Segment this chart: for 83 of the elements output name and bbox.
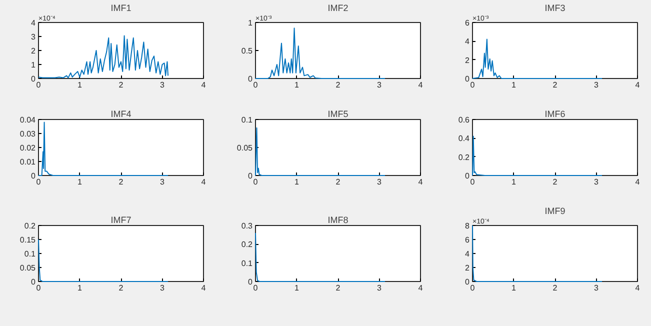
y-tick-label: 0.2	[24, 222, 36, 230]
x-tick-label: 2	[118, 80, 124, 90]
y-tick-label: 0.3	[241, 222, 254, 230]
x-tick-label: 2	[336, 80, 341, 90]
x-tick-label: 3	[377, 80, 382, 90]
chart-title: IMF7	[110, 215, 132, 225]
y-tick-label: 2	[31, 46, 36, 56]
y-tick-label: 0.02	[20, 144, 36, 152]
x-tick-label: 3	[594, 178, 600, 186]
y-tick-label: 3	[31, 32, 36, 42]
y-tick-label: 0.5	[241, 46, 254, 56]
x-tick-label: 1	[294, 80, 300, 90]
y-tick-label: 0	[248, 172, 254, 180]
x-tick-label: 2	[118, 178, 124, 186]
x-tick-label: 3	[377, 284, 382, 292]
y-tick-label: 0.03	[20, 130, 36, 138]
y-tick-label: 0	[465, 278, 470, 286]
chart-title: IMF6	[544, 109, 566, 119]
x-tick-label: 4	[635, 284, 640, 292]
y-tick-label: 0.05	[20, 264, 36, 272]
y-tick-label: 2	[465, 56, 470, 65]
x-tick-label: 2	[336, 178, 341, 186]
x-tick-label: 4	[201, 178, 206, 186]
x-tick-label: 4	[201, 284, 206, 292]
x-tick-label: 4	[418, 284, 424, 292]
x-tick-label: 1	[294, 284, 300, 292]
x-tick-label: 1	[512, 80, 517, 90]
x-tick-label: 2	[552, 178, 558, 186]
chart-title: IMF8	[328, 215, 348, 225]
y-tick-label: 0.2	[458, 152, 470, 162]
y-tick-label: 0	[465, 74, 470, 84]
y-tick-label: 0.1	[24, 250, 36, 258]
chart-title: IMF4	[110, 109, 132, 119]
x-tick-label: 1	[512, 284, 517, 292]
x-tick-label: 4	[635, 178, 640, 186]
y-tick-label: 4	[31, 18, 36, 28]
x-tick-label: 1	[78, 284, 83, 292]
y-tick-label: 0	[465, 172, 470, 180]
x-tick-label: 2	[336, 284, 341, 292]
y-tick-label: 0.04	[20, 116, 36, 124]
y-tick-label: 0.01	[20, 158, 36, 166]
y-tick-label: 4	[465, 37, 470, 46]
y-tick-label: 8	[465, 222, 470, 230]
x-tick-label: 3	[160, 178, 166, 186]
y-tick-label: 0.6	[458, 116, 470, 124]
y-tick-label: 0.1	[241, 258, 254, 268]
y-tick-label: 1	[31, 60, 36, 70]
y-tick-label: 1	[248, 18, 254, 28]
y-tick-label: 2	[465, 264, 470, 272]
x-tick-label: 3	[160, 80, 166, 90]
y-tick-label: 0	[248, 74, 254, 84]
chart-title: IMF2	[328, 3, 348, 13]
x-tick-label: 2	[118, 284, 124, 292]
chart-title: IMF9	[544, 206, 566, 216]
x-tick-label: 3	[160, 284, 166, 292]
chart-title: IMF5	[328, 109, 348, 119]
x-tick-label: 1	[512, 178, 517, 186]
y-tick-label: 6	[465, 236, 470, 244]
y-tick-label: 0	[31, 172, 36, 180]
y-tick-label: 0.2	[241, 240, 254, 250]
x-tick-label: 4	[418, 80, 424, 90]
y-tick-label: 4	[465, 250, 470, 258]
x-tick-label: 3	[377, 178, 382, 186]
y-tick-label: 0.05	[236, 144, 254, 152]
y-tick-label: 0.15	[20, 236, 36, 244]
y-tick-label: 0	[31, 74, 36, 84]
x-tick-label: 4	[418, 178, 424, 186]
x-tick-label: 4	[201, 80, 206, 90]
x-tick-label: 3	[594, 284, 600, 292]
x-tick-label: 1	[294, 178, 300, 186]
y-tick-label: 0.4	[458, 134, 470, 144]
y-tick-label: 6	[465, 18, 470, 28]
x-tick-label: 2	[552, 284, 558, 292]
chart-title: IMF1	[110, 3, 132, 13]
y-tick-label: 0	[248, 278, 254, 286]
x-tick-label: 2	[552, 80, 558, 90]
chart-title: IMF3	[544, 3, 566, 13]
y-tick-label: 0	[31, 278, 36, 286]
y-tick-label: 0.1	[241, 116, 254, 124]
x-tick-label: 1	[78, 178, 83, 186]
x-tick-label: 4	[635, 80, 640, 90]
x-tick-label: 3	[594, 80, 600, 90]
x-tick-label: 1	[78, 80, 83, 90]
